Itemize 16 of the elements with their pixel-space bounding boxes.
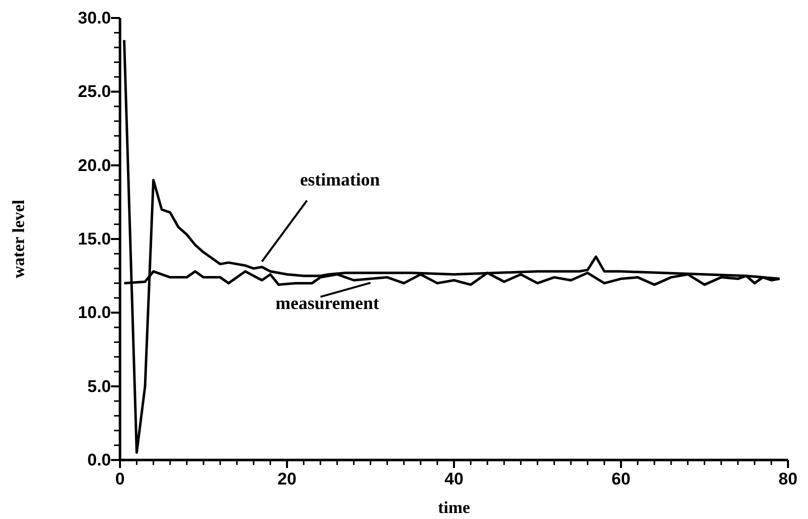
y-tick-label: 15.0 [78, 229, 111, 248]
y-tick-label: 10.0 [78, 303, 111, 322]
y-axis-title: water level [9, 199, 28, 278]
y-tick-label: 25.0 [78, 82, 111, 102]
x-axis-title: time [438, 498, 470, 517]
x-tick-label: 0 [115, 469, 125, 488]
x-tick-label: 80 [778, 469, 798, 488]
x-tick-label: 60 [612, 469, 630, 488]
y-tick-label: 20.0 [78, 156, 111, 175]
annotation: measurement [276, 292, 380, 313]
x-tick-label: 20 [278, 469, 296, 488]
y-tick-label: 0.0 [87, 450, 111, 470]
annotation: estimation [300, 170, 380, 190]
y-tick-label: 30.0 [78, 8, 111, 28]
y-tick-label: 5.0 [87, 376, 111, 396]
x-tick-label: 40 [444, 469, 464, 488]
